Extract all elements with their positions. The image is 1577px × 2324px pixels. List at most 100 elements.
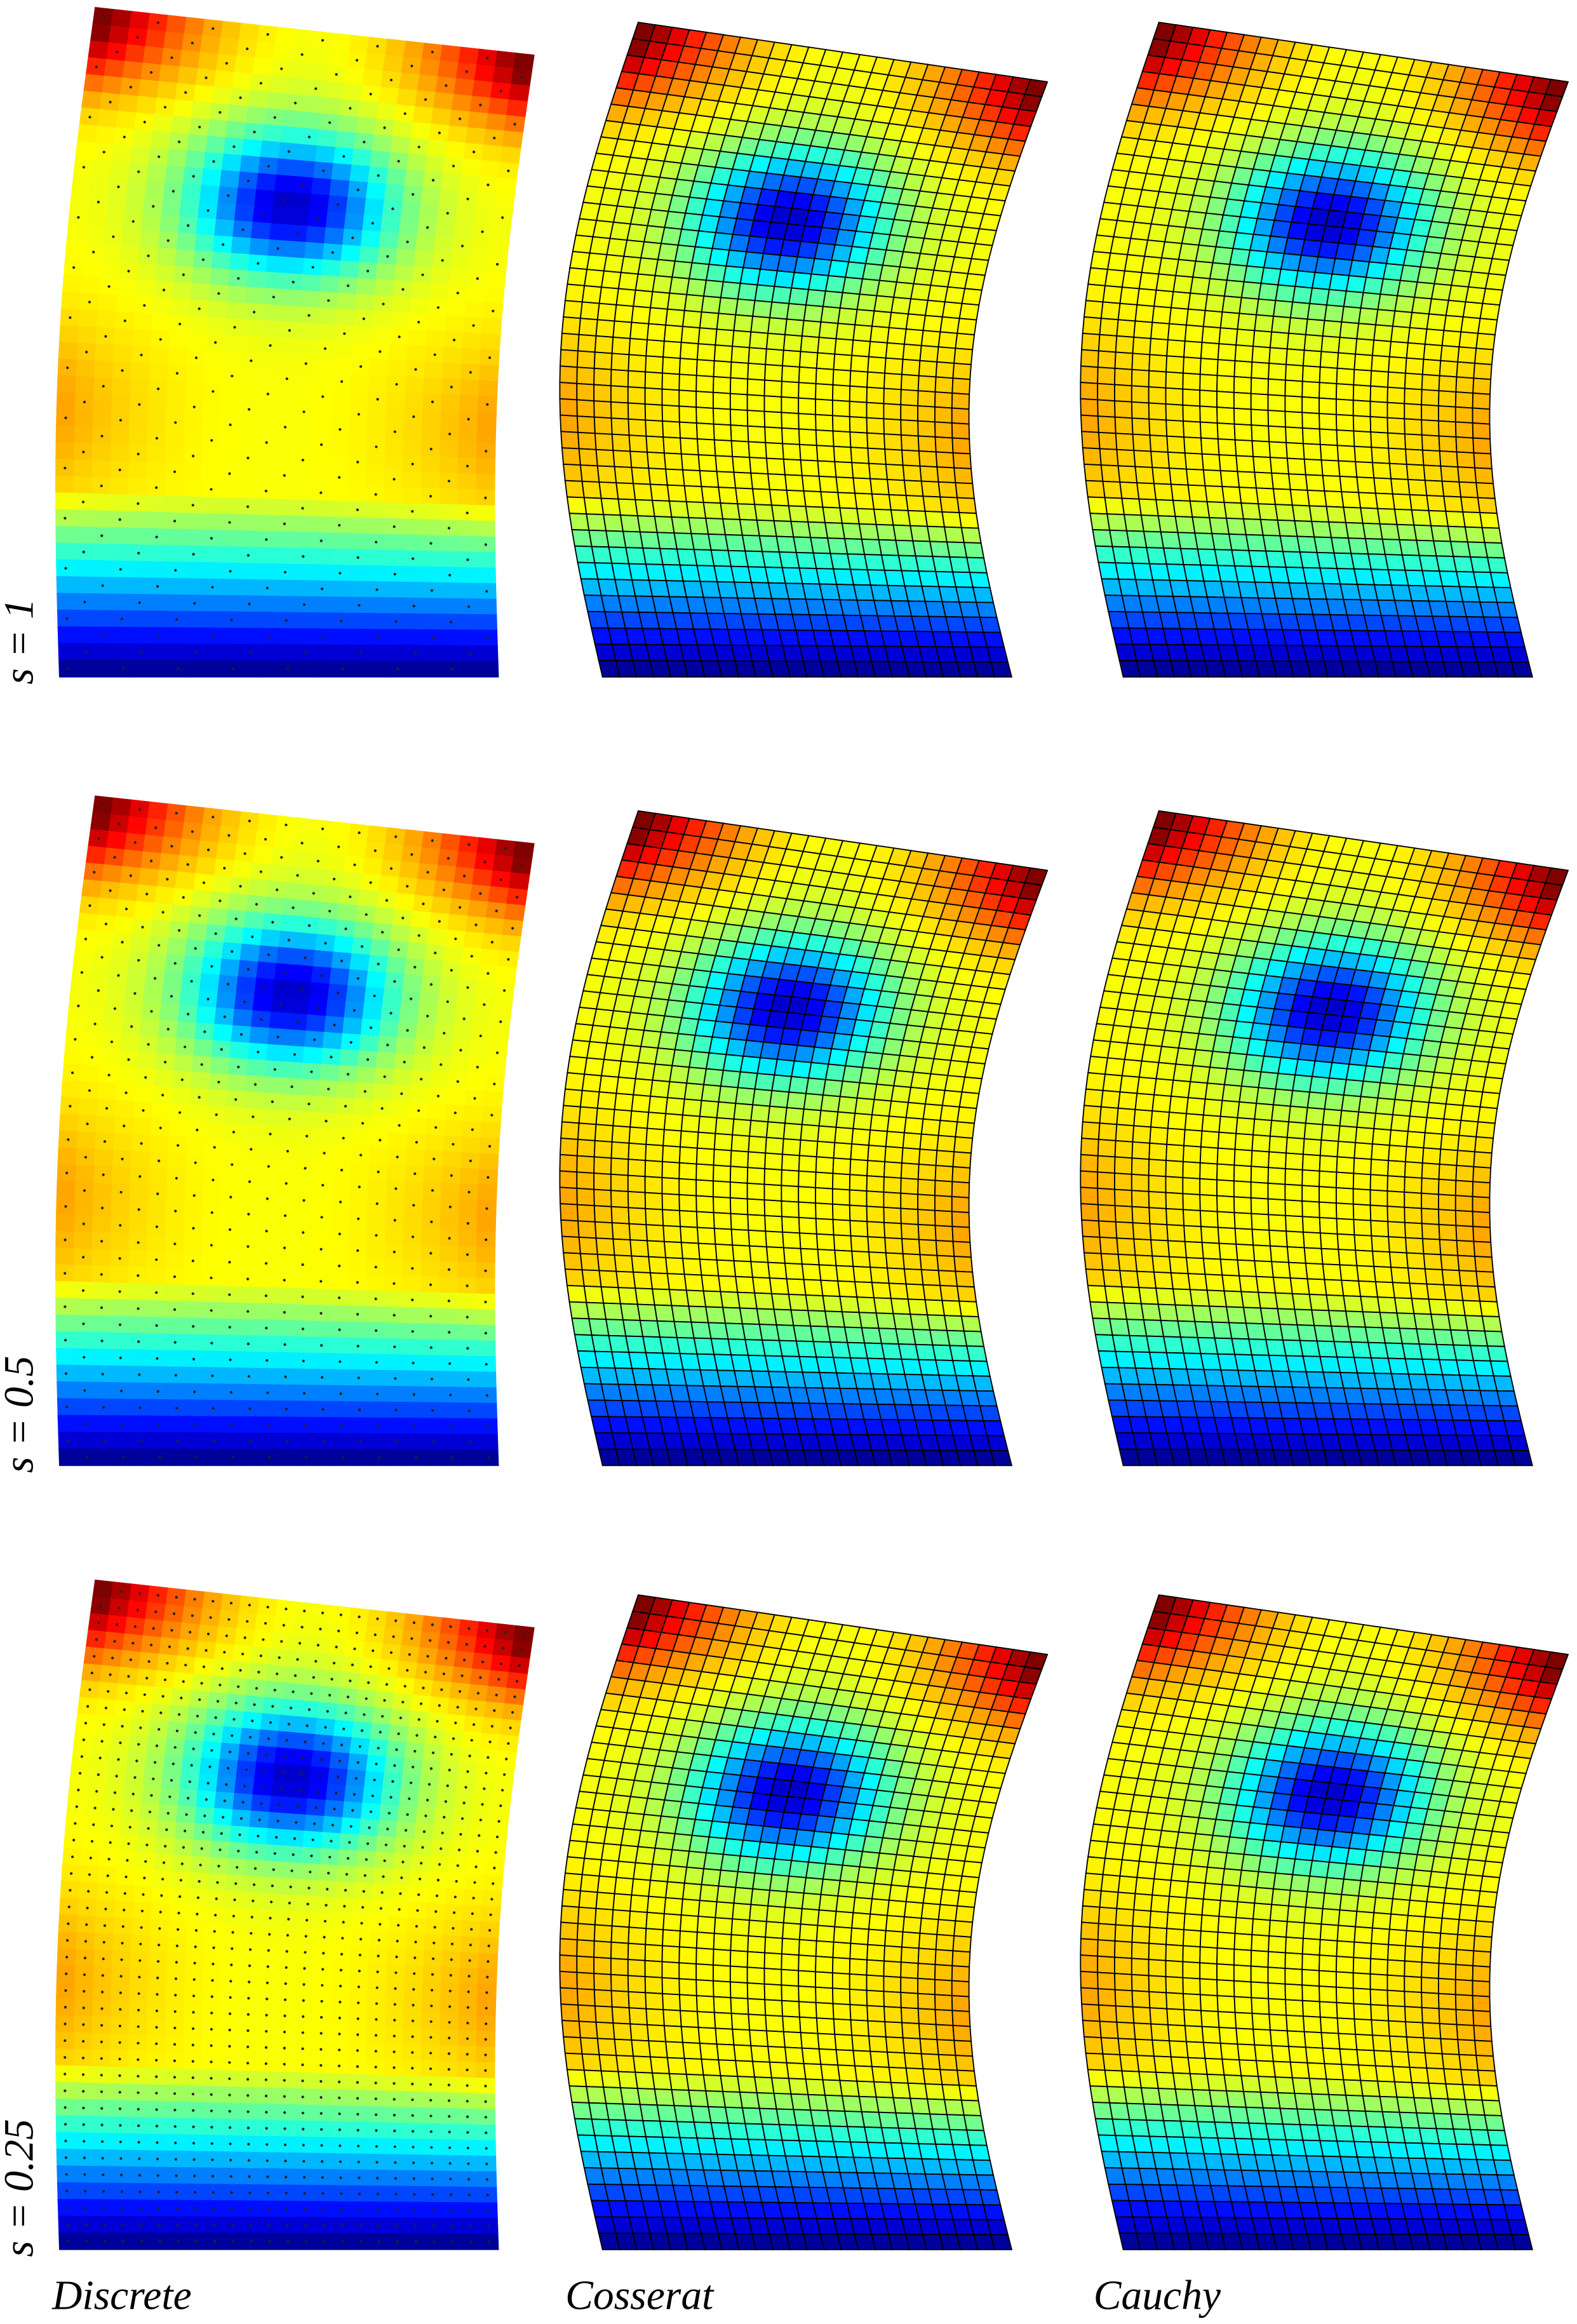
- mesh-cell: [1373, 324, 1393, 342]
- particle: [311, 265, 314, 269]
- mesh-cell: [952, 362, 972, 380]
- mesh-cell: [1201, 453, 1221, 472]
- mesh-cell: [91, 159, 113, 178]
- mesh-cell: [566, 496, 587, 515]
- particle: [438, 920, 441, 923]
- mesh-cell: [586, 252, 608, 272]
- mesh-cell: [154, 264, 176, 283]
- mesh-cell: [465, 127, 487, 146]
- mesh-cell: [239, 1351, 258, 1369]
- mesh-cell: [175, 871, 197, 891]
- particle: [400, 1092, 403, 1096]
- mesh-cell: [883, 433, 903, 451]
- particle: [495, 263, 499, 266]
- particle: [440, 1063, 443, 1066]
- particle: [375, 445, 378, 448]
- mesh-cell: [1256, 298, 1277, 317]
- mesh-cell: [257, 450, 276, 468]
- mesh-cell: [495, 965, 517, 984]
- mesh-cell: [312, 564, 332, 582]
- mesh-cell: [559, 382, 578, 401]
- mesh-cell: [222, 1400, 242, 1418]
- particle: [171, 190, 175, 193]
- particle: [356, 188, 359, 192]
- particle: [429, 1315, 433, 1318]
- mesh-cell: [292, 964, 314, 983]
- particle: [82, 450, 85, 453]
- mesh-cell: [610, 353, 630, 372]
- mesh-cell: [256, 1270, 276, 1289]
- particle: [356, 556, 359, 559]
- mesh-cell: [192, 1038, 214, 1058]
- mesh-cell: [866, 417, 885, 435]
- particle: [118, 468, 121, 471]
- mesh-cell: [166, 380, 187, 399]
- particle: [88, 904, 91, 907]
- particle: [466, 1253, 469, 1256]
- mesh-cell: [322, 1031, 344, 1051]
- mesh-cell: [1097, 366, 1116, 386]
- mesh-cell: [1458, 481, 1479, 499]
- mesh-cell: [1268, 347, 1288, 365]
- mesh-cell: [407, 328, 428, 347]
- mesh-cell: [55, 542, 76, 561]
- mesh-cell: [924, 510, 946, 528]
- particle: [161, 1093, 164, 1097]
- particle: [129, 874, 132, 877]
- mesh-cell: [133, 901, 156, 920]
- mesh-cell: [1259, 518, 1281, 537]
- particle: [64, 1305, 67, 1308]
- mesh-cell: [917, 390, 936, 408]
- particle: [118, 1290, 121, 1293]
- mesh-cell: [166, 1185, 186, 1204]
- mesh-cell: [283, 1061, 304, 1080]
- mesh-cell: [1405, 448, 1425, 466]
- particle: [131, 220, 135, 223]
- mesh-cell: [366, 501, 386, 520]
- mesh-cell: [330, 1241, 349, 1259]
- particle: [476, 1066, 479, 1069]
- particle: [264, 1262, 268, 1265]
- particle: [193, 601, 196, 605]
- mesh-cell: [478, 364, 499, 382]
- mesh-cell: [222, 643, 243, 661]
- mesh-cell: [718, 297, 739, 316]
- mesh-cell: [312, 1385, 333, 1402]
- mesh-cell: [644, 403, 664, 422]
- mesh-cell: [634, 499, 655, 518]
- mesh-cell: [1233, 407, 1252, 426]
- mesh-cell: [1406, 342, 1426, 360]
- mesh-cell: [74, 1364, 95, 1383]
- particle: [121, 369, 124, 372]
- mesh-cell: [645, 355, 664, 374]
- particle: [452, 165, 455, 168]
- particle: [191, 830, 194, 833]
- particle: [206, 209, 210, 212]
- mesh-cell: [259, 644, 279, 662]
- particle: [357, 1376, 360, 1380]
- mesh-cell: [1200, 342, 1220, 361]
- mesh-cell: [1221, 295, 1242, 314]
- particle: [133, 841, 137, 844]
- mesh-cell: [227, 893, 250, 913]
- mesh-cell: [955, 482, 975, 499]
- particle: [430, 1378, 434, 1381]
- mesh-cell: [1277, 519, 1298, 537]
- particle: [353, 863, 356, 866]
- particle: [319, 1247, 323, 1251]
- mesh-cell: [390, 136, 412, 155]
- particle: [95, 65, 98, 69]
- particle: [336, 203, 340, 206]
- mesh-cell: [832, 368, 852, 387]
- mesh-cell: [1495, 228, 1518, 246]
- mesh-cell: [1149, 337, 1169, 357]
- particle: [411, 1235, 415, 1239]
- mesh-cell: [186, 1137, 206, 1156]
- mesh-cell: [165, 1350, 185, 1368]
- mesh-cell: [956, 318, 977, 336]
- mesh-cell: [773, 520, 795, 538]
- mesh-cell: [269, 223, 290, 242]
- mesh-cell: [1123, 514, 1144, 532]
- mesh-cell: [325, 1000, 347, 1019]
- particle: [486, 57, 489, 60]
